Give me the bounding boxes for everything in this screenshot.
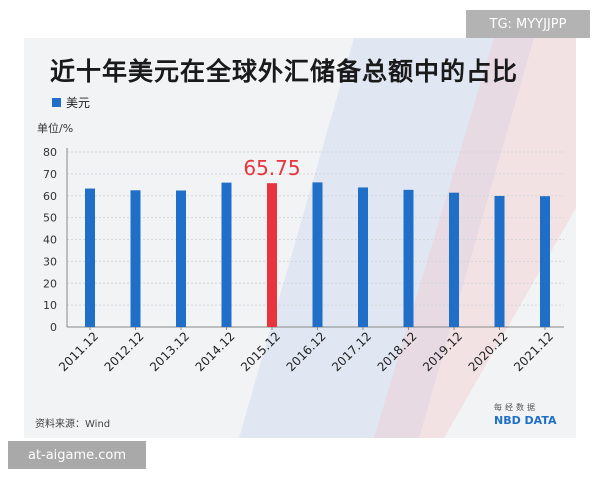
- chart-card: 近十年美元在全球外汇储备总额中的占比 美元 单位/% 0 10 20 30 40 50 60 7…: [24, 38, 576, 438]
- y-tick-label: 60: [43, 190, 57, 203]
- bar-2016.12: [312, 182, 323, 327]
- decor-stripe-blue: [239, 38, 534, 438]
- x-tick-label: 2021.12: [511, 329, 556, 374]
- bar-2011.12: [85, 188, 95, 327]
- bar-2014.12: [221, 182, 232, 327]
- watermark-top-badge: TG: MYYJJPP: [466, 10, 590, 38]
- logo-english: NBD DATA: [494, 414, 557, 427]
- legend-label: 美元: [66, 96, 91, 110]
- x-tick-label: 2016.12: [284, 329, 329, 374]
- watermark-bottom-badge: at-aigame.com: [8, 441, 146, 469]
- y-tick-label: 40: [43, 234, 57, 247]
- bar-2020.12: [494, 195, 505, 327]
- y-tick-label: 70: [43, 168, 57, 181]
- bar-2012.12: [130, 190, 141, 327]
- bar-2019.12: [449, 192, 459, 327]
- bar-2017.12: [358, 187, 368, 327]
- background-decoration: [239, 38, 576, 438]
- bar-2018.12: [403, 189, 414, 327]
- x-tick-label: 2017.12: [329, 329, 374, 374]
- x-tick-label: 2014.12: [193, 329, 238, 374]
- y-tick-label: 10: [43, 299, 57, 312]
- x-tick-label: 2015.12: [238, 329, 283, 374]
- bar-2015.12: [267, 183, 277, 327]
- y-tick-label: 50: [43, 212, 57, 225]
- bar-2013.12: [176, 190, 186, 327]
- x-tick-label: 2018.12: [375, 329, 420, 374]
- x-tick-label: 2012.12: [102, 329, 147, 374]
- source-note: 资料来源：Wind: [35, 419, 111, 430]
- y-tick-label: 30: [43, 255, 57, 268]
- logo-chinese: 每经数据: [494, 403, 538, 412]
- x-tick-label: 2013.12: [147, 329, 192, 374]
- x-tick-label: 2019.12: [420, 329, 465, 374]
- bar-2021.12: [540, 196, 550, 327]
- y-tick-label: 80: [43, 146, 57, 159]
- y-tick-label: 0: [50, 321, 57, 334]
- chart-title: 近十年美元在全球外汇储备总额中的占比: [50, 57, 519, 86]
- bar-chart: 单位/% 0 10 20 30 40 50 60 70 80 2011.12 2012.12 2013.…: [37, 121, 564, 374]
- nbd-logo: 每经数据 NBD DATA: [494, 402, 574, 432]
- legend-swatch: [52, 98, 61, 107]
- x-tick-label: 2011.12: [56, 329, 101, 374]
- y-tick-label: 20: [43, 277, 57, 290]
- x-tick-label: 2020.12: [466, 329, 511, 374]
- decor-stripe-red: [374, 38, 576, 438]
- y-axis-label: 单位/%: [37, 121, 73, 135]
- highlight-data-label: 65.75: [243, 156, 300, 180]
- legend: 美元: [52, 94, 90, 111]
